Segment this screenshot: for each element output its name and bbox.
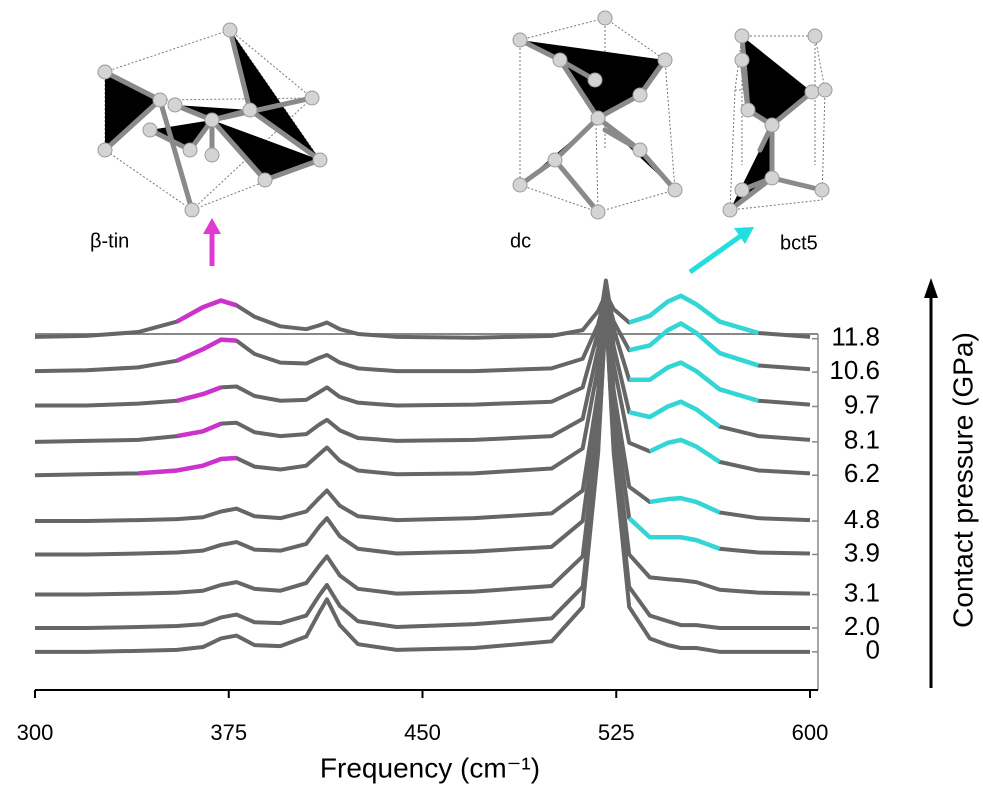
x-axis-label: Frequency (cm⁻¹) xyxy=(320,752,540,783)
highlight-segment xyxy=(650,440,720,462)
y-tick-label: 6.2 xyxy=(844,458,880,488)
annotation: β-tin xyxy=(90,230,129,252)
y-tick-label: 11.8 xyxy=(831,322,880,352)
highlight-segment xyxy=(650,498,720,512)
spectrum xyxy=(35,283,810,441)
highlight-segment xyxy=(629,323,758,365)
bct5-structure xyxy=(723,29,832,217)
highlight-segment xyxy=(629,296,758,333)
highlight-segment xyxy=(177,301,236,322)
highlight-segment xyxy=(629,518,719,549)
spectrum xyxy=(35,302,810,554)
spectrum xyxy=(35,308,810,652)
highlight-segment xyxy=(177,340,236,361)
y-tick-label: 10.6 xyxy=(829,355,880,385)
dc-structure xyxy=(513,11,682,219)
arrow-head xyxy=(203,218,221,234)
x-tick-label: 600 xyxy=(792,720,829,745)
y-tick-label: 2.0 xyxy=(844,611,880,641)
annotation: dc xyxy=(510,230,531,252)
beta-tin-structure xyxy=(98,23,327,217)
x-tick-label: 300 xyxy=(17,720,54,745)
x-tick-label: 450 xyxy=(404,720,441,745)
highlight-segment xyxy=(629,402,719,427)
y-tick-label: 8.1 xyxy=(844,425,880,455)
y-axis-label: Contact pressure (GPa) xyxy=(947,332,978,628)
spectrum xyxy=(35,281,810,406)
chart: β-tin dc bct5 Frequency (cm⁻¹) Contact p… xyxy=(0,0,983,785)
page: β-tin dc bct5 Frequency (cm⁻¹) Contact p… xyxy=(0,0,983,785)
y-tick-label: 4.8 xyxy=(844,504,880,534)
highlight-segment xyxy=(177,424,221,436)
highlight-segment xyxy=(629,363,758,401)
x-tick-label: 525 xyxy=(598,720,635,745)
y-tick-label: 9.7 xyxy=(844,389,880,419)
highlight-segment xyxy=(138,458,236,473)
pressure-arrow-head xyxy=(924,278,938,298)
annotation: bct5 xyxy=(780,232,818,254)
highlight-segment xyxy=(177,387,221,400)
arrow xyxy=(690,235,742,272)
y-tick-label: 3.1 xyxy=(844,577,880,607)
x-tick-label: 375 xyxy=(210,720,247,745)
y-tick-label: 3.9 xyxy=(844,537,880,567)
